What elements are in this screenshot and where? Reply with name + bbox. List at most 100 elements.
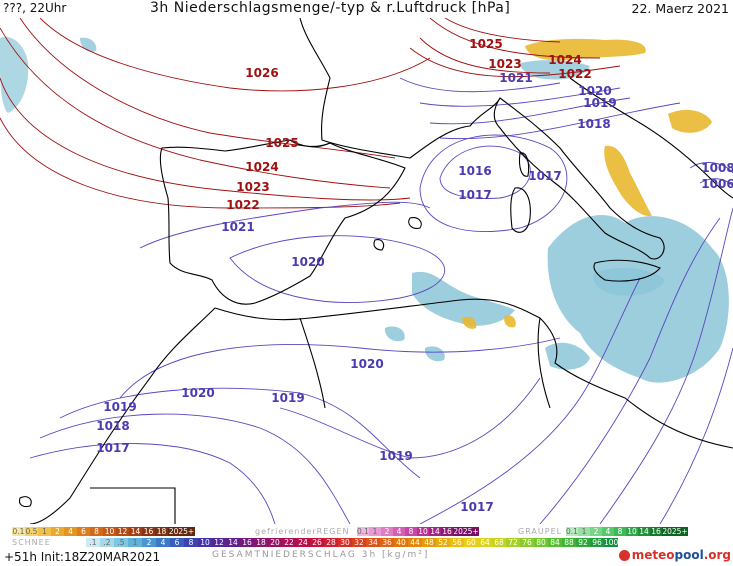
precip-yellow-tunisia: [462, 316, 477, 329]
isobar-1023-north: [419, 37, 551, 74]
isobars: [0, 18, 733, 524]
isobar-label: 1025: [265, 136, 299, 150]
legend-swatch: .2: [100, 538, 114, 547]
legend-swatch: 24: [296, 538, 310, 547]
precipitation-areas: [0, 36, 729, 383]
legend-swatch: 2025+: [662, 527, 688, 536]
coastline-adriatic: [569, 77, 733, 199]
precip-area-adriatic: [520, 60, 590, 80]
legend-swatch: 32: [352, 538, 366, 547]
legend-swatch: 16: [142, 527, 155, 536]
location-time-label: ???, 22Uhr: [3, 1, 67, 15]
legend-swatch: 1: [38, 527, 51, 536]
border-western-sahara: [90, 487, 176, 524]
legend-swatch: 10: [626, 527, 638, 536]
isobar-label: 1017: [528, 169, 562, 183]
legend-swatch: 88: [562, 538, 576, 547]
legend-swatch: 8: [90, 527, 103, 536]
legend-swatch: 100: [604, 538, 618, 547]
legend-swatch: 2025+: [453, 527, 479, 536]
freezing-rain-scale: 0.1 1 2 4 8 10 14 16 2025+: [357, 527, 479, 536]
legend-swatch: .1: [86, 538, 100, 547]
isobar-label: 1008: [701, 161, 733, 175]
legend-swatch: 60: [464, 538, 478, 547]
isobar-1026: [39, 18, 431, 92]
legend-swatch: 14: [638, 527, 650, 536]
legend-swatch: 10: [198, 538, 212, 547]
precip-area-sicily: [593, 267, 665, 296]
legend-swatch: 84: [548, 538, 562, 547]
graupel-label: GRAUPEL: [518, 527, 563, 536]
isobar-east-1: [539, 217, 721, 524]
model-run-info: +51h Init:18Z20MAR2021: [4, 550, 161, 564]
precip-area-nw-2: [80, 37, 97, 52]
isobar-1018-a: [39, 413, 351, 524]
legend-swatch: 0.1: [566, 527, 578, 536]
legend-swatch: 16: [650, 527, 662, 536]
isobar-1021-west: [139, 201, 431, 249]
legend-swatch: 8: [405, 527, 417, 536]
pressure-precip-map[interactable]: [0, 18, 733, 524]
legend-swatch: 6: [77, 527, 90, 536]
isobar-east-3: [659, 347, 733, 524]
brand-logo[interactable]: meteo pool .org: [618, 546, 731, 564]
legend-swatch: 12: [116, 527, 129, 536]
precip-area-tunisia: [545, 342, 590, 370]
legend-swatch: 0.1: [12, 527, 25, 536]
legend-swatch: 2: [381, 527, 393, 536]
isobar-1019-north: [429, 97, 631, 125]
isobar-1020-north: [419, 87, 621, 107]
isobar-label: 1019: [271, 391, 305, 405]
legend-swatch: 40: [394, 538, 408, 547]
isobar-label: 1025: [469, 37, 503, 51]
border-spain-france: [289, 139, 331, 148]
coastline-sicily: [593, 259, 661, 282]
legend-swatch: 4: [602, 527, 614, 536]
coastline-morocco-atlantic: [29, 307, 216, 524]
legend-swatch: 1: [369, 527, 381, 536]
isobar-label: 1023: [236, 180, 270, 194]
isobar-label: 1022: [558, 67, 592, 81]
legend-swatch: 64: [478, 538, 492, 547]
isobar-label: 1019: [103, 400, 137, 414]
freezing-rain-label: gefrierenderREGEN: [255, 527, 350, 536]
legend-swatch: 14: [129, 527, 142, 536]
legend-swatch: .5: [114, 538, 128, 547]
legend-swatch: 8: [184, 538, 198, 547]
isobar-1020-center: [229, 235, 445, 303]
isobar-east-2: [599, 207, 733, 524]
legend-swatch: 2: [142, 538, 156, 547]
isobar-label: 1020: [291, 255, 325, 269]
isobar-label: 1024: [245, 160, 279, 174]
isobar-1019-b: [279, 377, 541, 459]
legend-swatch: 0.1: [357, 527, 369, 536]
total-precip-label: GESAMTNIEDERSCHLAG 3h [kg/m²]: [212, 550, 430, 560]
isobar-label: 1016: [458, 164, 492, 178]
legend-swatch: 8: [614, 527, 626, 536]
isobar-label: 1024: [548, 53, 582, 67]
legend-swatch: 10: [103, 527, 116, 536]
isobar-label: 1020: [578, 84, 612, 98]
border-morocco-algeria: [299, 317, 326, 409]
precip-area-small-1: [384, 326, 405, 342]
legend-swatch: 48: [422, 538, 436, 547]
snow-label: SCHNEE: [12, 538, 51, 547]
legend-swatch: 36: [380, 538, 394, 547]
coastline-north-africa: [214, 298, 733, 449]
coastline-iberia: [159, 139, 406, 305]
legend-swatch: 0.5: [25, 527, 38, 536]
precip-yellow-alps: [525, 38, 646, 61]
brand-part2: pool: [674, 548, 704, 562]
legend-swatch: 1: [128, 538, 142, 547]
legend-swatch: 4: [64, 527, 77, 536]
legend-swatch: 44: [408, 538, 422, 547]
legend-swatch: 56: [450, 538, 464, 547]
border-algeria-tunisia: [537, 317, 551, 409]
isobar-1018-north: [439, 102, 681, 140]
legend-swatch: 12: [212, 538, 226, 547]
isobar-label: 1018: [577, 117, 611, 131]
legend-swatch: 72: [506, 538, 520, 547]
map-title: 3h Niederschlagsmenge/-typ & r.Luftdruck…: [150, 0, 511, 16]
isobar-label: 1020: [181, 386, 215, 400]
precip-area-africa-coast: [412, 271, 515, 326]
